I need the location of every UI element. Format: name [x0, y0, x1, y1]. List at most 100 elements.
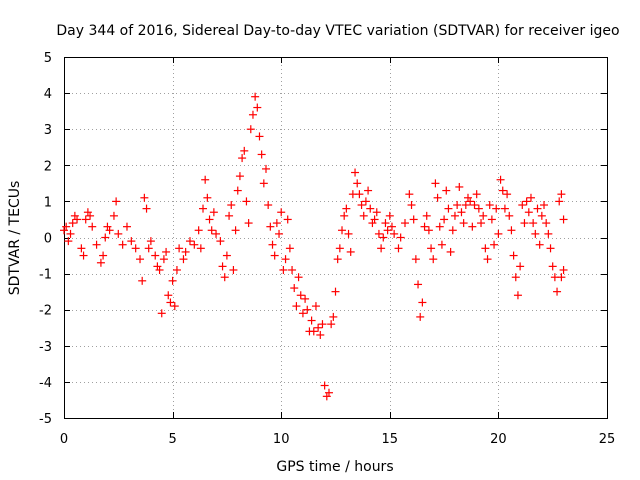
data-point: [266, 222, 275, 231]
data-point: [233, 186, 242, 195]
data-point: [199, 204, 208, 213]
data-point: [175, 244, 184, 253]
data-point: [548, 262, 557, 271]
data-point: [216, 237, 225, 246]
x-tick-label: 15: [382, 432, 399, 447]
data-point: [136, 255, 145, 264]
data-point: [346, 247, 355, 256]
data-point: [181, 247, 190, 256]
data-point: [383, 226, 392, 235]
data-point: [361, 197, 370, 206]
data-point: [333, 255, 342, 264]
data-point: [496, 175, 505, 184]
data-point: [131, 244, 140, 253]
data-point: [535, 240, 544, 249]
data-point: [374, 229, 383, 238]
y-tick-label: -4: [39, 376, 52, 391]
data-point: [411, 255, 420, 264]
axis-ticks: 0 5 10 15 20 25 -5 -4 -3 -2 -1 0 1 2 3 4 5: [39, 51, 615, 447]
data-point: [314, 323, 323, 332]
data-point: [153, 262, 162, 271]
data-point: [468, 222, 477, 231]
data-point: [513, 291, 522, 300]
data-point: [505, 211, 514, 220]
data-point: [246, 125, 255, 134]
data-point: [427, 244, 436, 253]
data-point: [275, 229, 284, 238]
data-point: [470, 201, 479, 210]
data-point: [311, 302, 320, 311]
data-point: [296, 291, 305, 300]
data-point: [370, 215, 379, 224]
data-point: [83, 208, 92, 217]
data-point: [244, 219, 253, 228]
data-point: [77, 244, 86, 253]
data-point: [231, 226, 240, 235]
data-point: [166, 298, 175, 307]
data-point: [68, 219, 77, 228]
data-point: [335, 244, 344, 253]
data-point: [429, 255, 438, 264]
data-point: [559, 215, 568, 224]
data-point: [88, 222, 97, 231]
data-point: [283, 215, 292, 224]
data-point: [533, 204, 542, 213]
data-point: [440, 215, 449, 224]
y-tick-label: 0: [44, 232, 52, 247]
data-point: [172, 265, 181, 274]
data-point: [485, 201, 494, 210]
data-point: [494, 229, 503, 238]
data-point: [355, 190, 364, 199]
data-point: [103, 222, 112, 231]
data-point: [225, 211, 234, 220]
data-point: [490, 240, 499, 249]
data-point: [142, 204, 151, 213]
data-point: [342, 204, 351, 213]
data-point: [270, 251, 279, 260]
data-point: [518, 201, 527, 210]
data-point: [303, 305, 312, 314]
data-point: [203, 193, 212, 202]
data-point: [220, 273, 229, 282]
data-point: [511, 273, 520, 282]
data-point: [196, 244, 205, 253]
data-point: [322, 392, 331, 401]
data-point: [390, 229, 399, 238]
data-point: [146, 237, 155, 246]
data-point: [144, 244, 153, 253]
data-point: [122, 222, 131, 231]
data-point: [281, 255, 290, 264]
data-point: [190, 240, 199, 249]
data-point: [544, 229, 553, 238]
x-tick-label: 5: [168, 432, 176, 447]
data-point: [466, 197, 475, 206]
data-point: [81, 215, 90, 224]
data-point: [507, 226, 516, 235]
data-point: [92, 240, 101, 249]
x-tick-label: 0: [60, 432, 68, 447]
data-point: [62, 222, 71, 231]
data-point: [238, 154, 247, 163]
data-point: [529, 219, 538, 228]
data-point: [483, 255, 492, 264]
data-point: [70, 211, 79, 220]
data-point: [105, 226, 114, 235]
data-point: [290, 284, 299, 293]
data-point: [112, 197, 121, 206]
data-point: [205, 215, 214, 224]
data-point: [255, 132, 264, 141]
data-point: [329, 312, 338, 321]
data-point: [164, 291, 173, 300]
data-point: [381, 219, 390, 228]
data-point: [209, 208, 218, 217]
data-point: [503, 190, 512, 199]
data-point: [409, 215, 418, 224]
data-point: [516, 262, 525, 271]
data-point: [155, 265, 164, 274]
data-point: [185, 237, 194, 246]
chart-title: Day 344 of 2016, Sidereal Day-to-day VTE…: [56, 23, 619, 39]
data-point: [553, 287, 562, 296]
data-point: [433, 193, 442, 202]
data-point: [229, 265, 238, 274]
